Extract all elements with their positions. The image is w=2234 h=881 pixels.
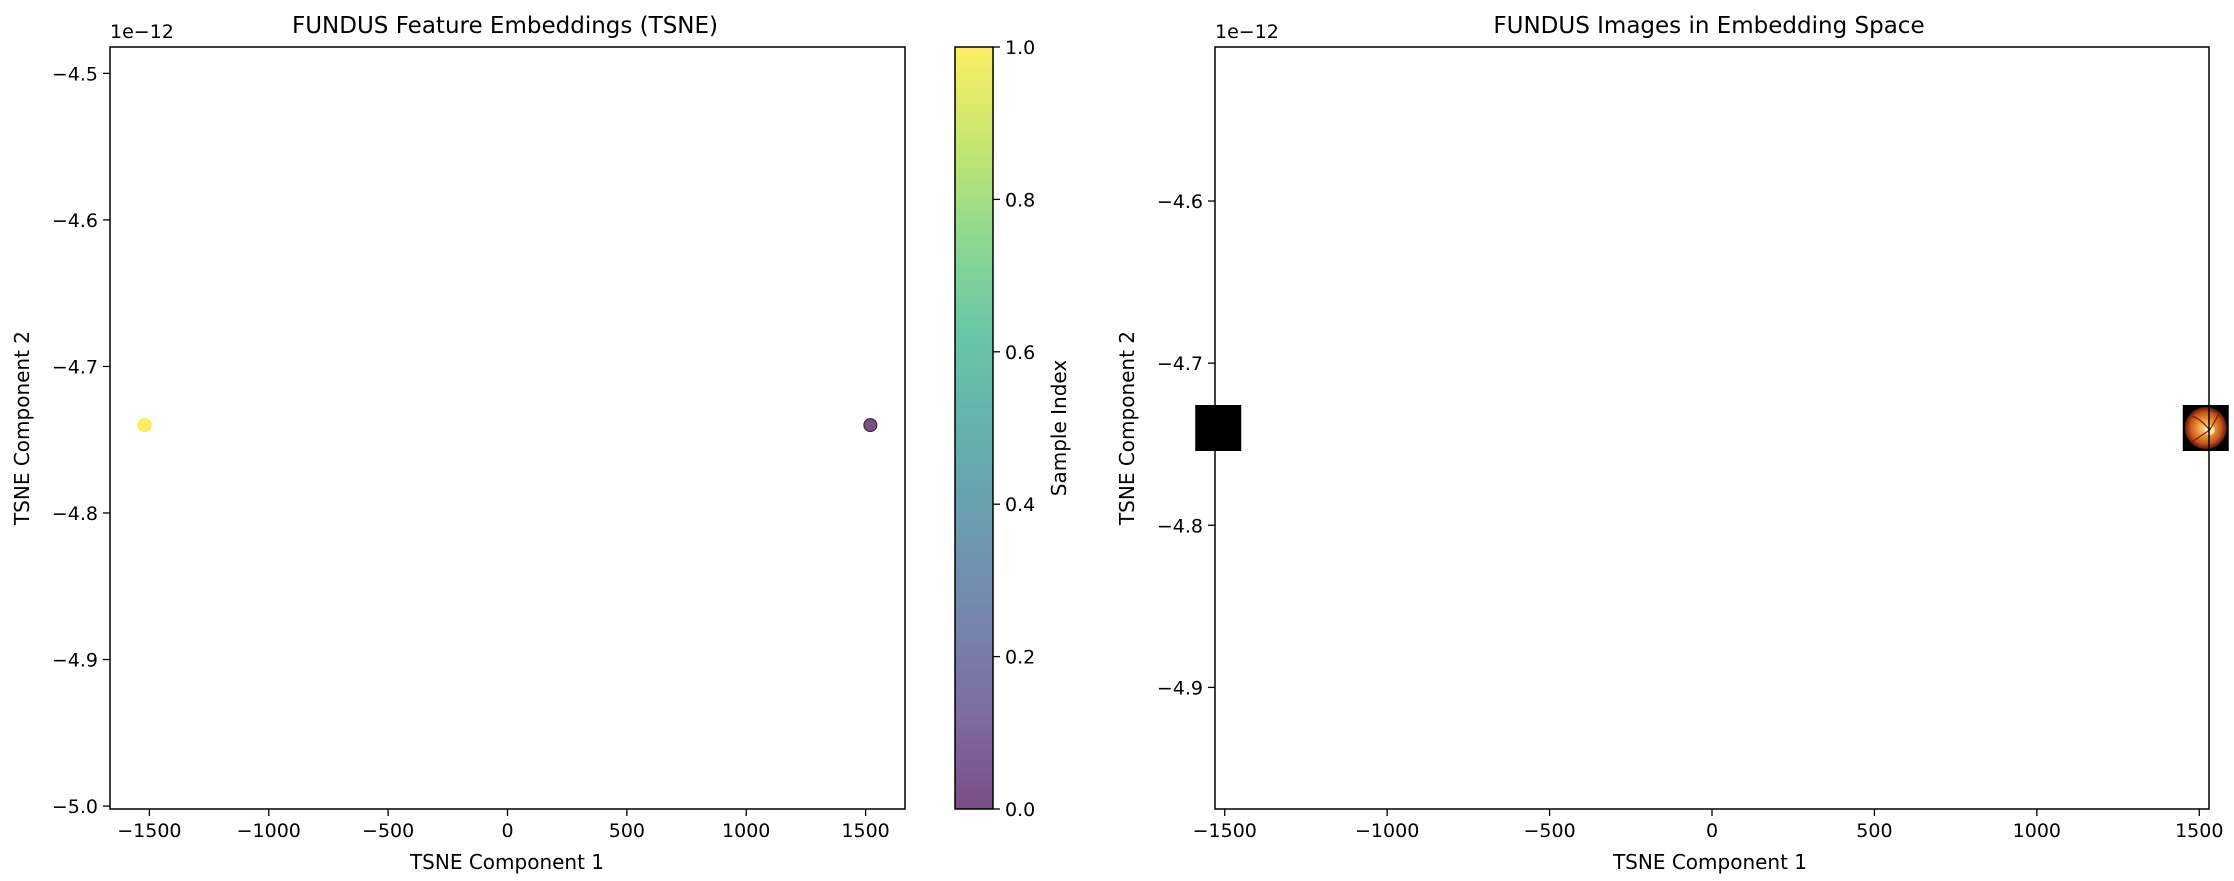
- colorbar-label: Sample Index: [1047, 360, 1071, 497]
- x-tick-label: −500: [362, 820, 414, 842]
- x-tick-label: 500: [1856, 820, 1892, 842]
- y-tick-label: −4.5: [52, 63, 98, 85]
- x-tick-label: 0: [1706, 820, 1718, 842]
- scatter-point: [137, 418, 152, 433]
- y-tick-label: −4.7: [52, 356, 98, 378]
- x-tick-label: −1000: [1355, 820, 1419, 842]
- x-tick-label: −1500: [1193, 820, 1257, 842]
- x-tick-label: −1000: [237, 820, 301, 842]
- scatter-points: [137, 418, 878, 433]
- y-offset-text: 1e−12: [1215, 21, 1279, 43]
- y-axis-ticks: −5.0 −4.9 −4.8 −4.7 −4.6 −4.5: [52, 63, 110, 818]
- x-axis-label: TSNE Component 1: [409, 850, 604, 874]
- colorbar-tick-label: 0.0: [1005, 799, 1035, 821]
- y-axis-ticks: −4.9 −4.8 −4.7 −4.6: [1157, 191, 1215, 699]
- chart-title: FUNDUS Feature Embeddings (TSNE): [292, 13, 718, 39]
- colorbar-tick-label: 0.8: [1005, 189, 1035, 211]
- y-tick-label: −4.9: [1157, 677, 1203, 699]
- y-axis-label: TSNE Component 2: [1115, 331, 1139, 526]
- colorbar-tick-label: 0.4: [1005, 494, 1035, 516]
- fundus-image-thumbnail: [2182, 405, 2229, 451]
- x-tick-label: 0: [501, 820, 513, 842]
- scatter-point: [863, 418, 878, 433]
- y-tick-label: −4.7: [1157, 353, 1203, 375]
- y-tick-label: −4.8: [52, 503, 98, 525]
- colorbar-gradient: [955, 47, 993, 809]
- colorbar-ticks: 0.0 0.2 0.4 0.6 0.8 1.0: [993, 37, 1035, 821]
- image-embedding-panel: FUNDUS Images in Embedding Space 1e−12 −…: [1115, 13, 2229, 874]
- colorbar-frame: [954, 46, 994, 810]
- x-axis-label: TSNE Component 1: [1612, 850, 1807, 874]
- chart-title: FUNDUS Images in Embedding Space: [1493, 13, 1924, 39]
- x-tick-label: 1000: [2013, 820, 2061, 842]
- colorbar-tick-label: 1.0: [1005, 37, 1035, 59]
- x-axis-ticks: −1500 −1000 −500 0 500 1000 1500: [117, 809, 890, 842]
- x-tick-label: −500: [1523, 820, 1575, 842]
- colorbar-tick-label: 0.2: [1005, 647, 1035, 669]
- x-tick-label: 500: [609, 820, 645, 842]
- dark-image-thumbnail: [1195, 405, 1242, 451]
- y-tick-label: −4.9: [52, 650, 98, 672]
- x-tick-label: −1500: [117, 820, 181, 842]
- y-tick-label: −5.0: [52, 796, 98, 818]
- y-tick-label: −4.6: [1157, 191, 1203, 213]
- plot-frame: [1214, 46, 2210, 810]
- vessels: [2191, 411, 2221, 443]
- plot-frame: [109, 46, 906, 810]
- y-tick-label: −4.8: [1157, 515, 1203, 537]
- y-tick-label: −4.6: [52, 210, 98, 232]
- colorbar: 0.0 0.2 0.4 0.6 0.8 1.0 Sample Index: [954, 37, 1071, 821]
- x-tick-label: 1000: [722, 820, 770, 842]
- embedding-scatter-panel: FUNDUS Feature Embeddings (TSNE) 1e−12 −…: [10, 13, 906, 874]
- x-axis-ticks: −1500 −1000 −500 0 500 1000 1500: [1193, 809, 2223, 842]
- image-thumbnails: [1195, 405, 2229, 451]
- y-offset-text: 1e−12: [110, 21, 174, 43]
- y-axis-label: TSNE Component 2: [10, 331, 34, 526]
- x-tick-label: 1500: [2175, 820, 2223, 842]
- x-tick-label: 1500: [841, 820, 889, 842]
- colorbar-tick-label: 0.6: [1005, 342, 1035, 364]
